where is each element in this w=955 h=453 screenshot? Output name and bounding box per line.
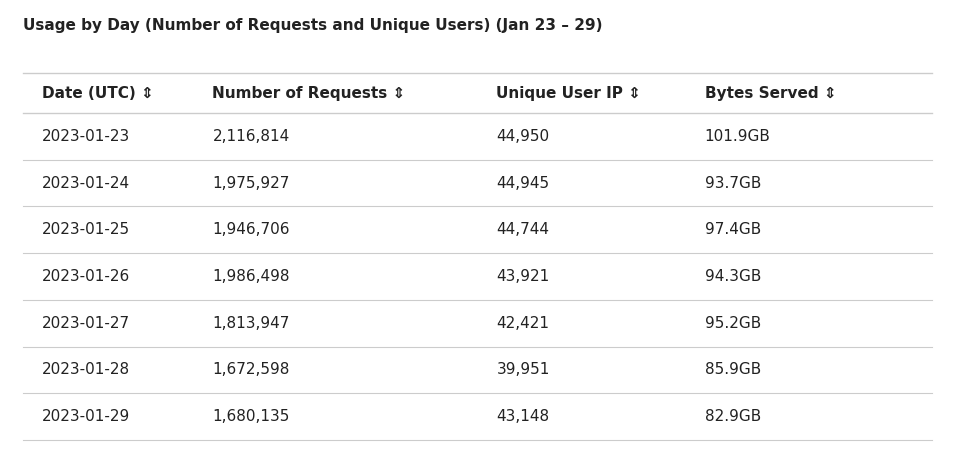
Text: 1,946,706: 1,946,706 [212, 222, 290, 237]
Text: 44,950: 44,950 [497, 129, 549, 144]
Text: 42,421: 42,421 [497, 316, 549, 331]
Text: 2023-01-29: 2023-01-29 [42, 409, 130, 424]
Text: 2023-01-25: 2023-01-25 [42, 222, 130, 237]
Text: 2023-01-26: 2023-01-26 [42, 269, 130, 284]
Text: 2023-01-28: 2023-01-28 [42, 362, 130, 377]
Text: 2,116,814: 2,116,814 [212, 129, 289, 144]
Text: 2023-01-24: 2023-01-24 [42, 176, 130, 191]
Text: 95.2GB: 95.2GB [705, 316, 761, 331]
Text: Number of Requests ⇕: Number of Requests ⇕ [212, 86, 406, 101]
Text: 43,148: 43,148 [497, 409, 549, 424]
Text: Unique User IP ⇕: Unique User IP ⇕ [497, 86, 642, 101]
Text: Usage by Day (Number of Requests and Unique Users) (Jan 23 – 29): Usage by Day (Number of Requests and Uni… [23, 18, 603, 33]
Text: Date (UTC) ⇕: Date (UTC) ⇕ [42, 86, 154, 101]
Text: 1,680,135: 1,680,135 [212, 409, 289, 424]
Text: 1,975,927: 1,975,927 [212, 176, 289, 191]
Text: 1,672,598: 1,672,598 [212, 362, 289, 377]
Text: 101.9GB: 101.9GB [705, 129, 771, 144]
Text: 1,986,498: 1,986,498 [212, 269, 290, 284]
Text: 1,813,947: 1,813,947 [212, 316, 289, 331]
Text: 39,951: 39,951 [497, 362, 550, 377]
Text: 2023-01-27: 2023-01-27 [42, 316, 130, 331]
Text: 44,945: 44,945 [497, 176, 549, 191]
Text: Bytes Served ⇕: Bytes Served ⇕ [705, 86, 837, 101]
Text: 85.9GB: 85.9GB [705, 362, 761, 377]
Text: 97.4GB: 97.4GB [705, 222, 761, 237]
Text: 43,921: 43,921 [497, 269, 550, 284]
Text: 94.3GB: 94.3GB [705, 269, 761, 284]
Text: 82.9GB: 82.9GB [705, 409, 761, 424]
Text: 44,744: 44,744 [497, 222, 549, 237]
Text: 93.7GB: 93.7GB [705, 176, 761, 191]
Text: 2023-01-23: 2023-01-23 [42, 129, 130, 144]
